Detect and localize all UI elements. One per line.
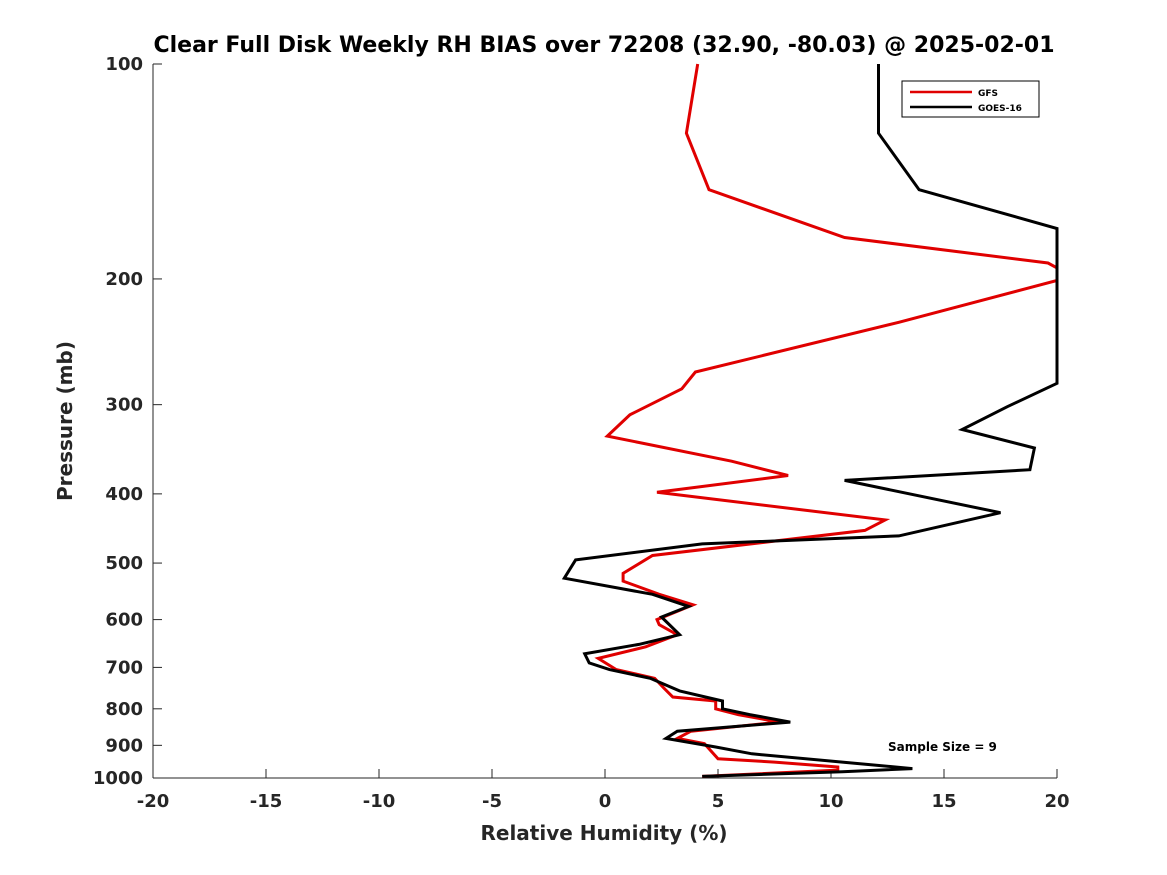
y-tick-label: 100 (105, 54, 143, 75)
x-tick-label: 0 (599, 791, 612, 812)
x-tick-label: -20 (137, 791, 170, 812)
y-axis-label: Pressure (mb) (53, 341, 77, 501)
legend-label-goes16: GOES-16 (978, 104, 1022, 114)
y-tick-label: 500 (105, 553, 143, 574)
y-tick-label: 900 (105, 735, 143, 756)
x-tick-label: 20 (1044, 791, 1069, 812)
y-tick-label: 1000 (93, 768, 143, 789)
plot-axes: -20 -15 -10 -5 0 5 10 15 20 100 200 300 400 500 600 700… (93, 54, 1070, 812)
y-tick-label: 200 (105, 269, 143, 290)
y-tick-label: 300 (105, 395, 143, 416)
x-tick-label: 15 (931, 791, 956, 812)
y-tick-label: 400 (105, 484, 143, 505)
legend-box (901, 80, 1040, 118)
chart-title: Clear Full Disk Weekly RH BIAS over 7220… (153, 33, 1054, 58)
x-axis-label: Relative Humidity (%) (480, 821, 727, 845)
x-tick-label: -5 (482, 791, 502, 812)
legend: GFS GOES-16 (901, 80, 1040, 118)
y-tick-label: 800 (105, 699, 143, 720)
x-tick-label: -15 (250, 791, 283, 812)
y-tick-label: 600 (105, 610, 143, 631)
sample-size-annotation: Sample Size = 9 (888, 740, 997, 754)
y-tick-label: 700 (105, 657, 143, 678)
x-tick-label: 5 (712, 791, 725, 812)
legend-label-gfs: GFS (978, 89, 998, 99)
x-tick-label: 10 (818, 791, 843, 812)
series-lines (561, 63, 1059, 778)
series-line-goes16 (561, 64, 1059, 778)
x-tick-label: -10 (363, 791, 396, 812)
